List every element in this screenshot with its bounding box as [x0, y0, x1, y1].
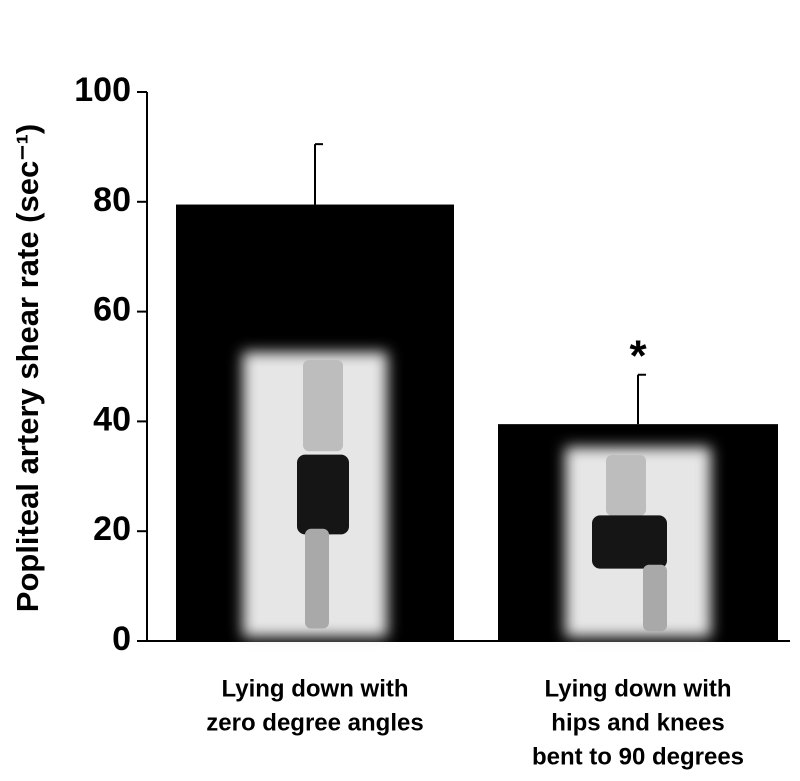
x-tick-label: bent to 90 degrees	[532, 743, 744, 770]
significance-marker: *	[629, 331, 647, 380]
y-tick-label: 80	[93, 181, 131, 219]
photo	[242, 352, 388, 637]
figure-shorts	[592, 515, 667, 569]
y-axis-label: Popliteal artery shear rate (sec⁻¹)	[10, 124, 45, 612]
y-tick-label: 0	[112, 620, 131, 658]
y-tick-label: 20	[93, 510, 131, 548]
x-tick-label: Lying down with	[544, 675, 731, 702]
photo	[565, 447, 711, 637]
y-tick-label: 100	[74, 71, 131, 109]
y-tick-label: 40	[93, 400, 131, 438]
x-tick-label: zero degree angles	[206, 709, 423, 736]
figure-shorts	[297, 454, 349, 535]
x-tick-label: hips and knees	[551, 709, 724, 736]
x-tick-label: Lying down with	[221, 675, 408, 702]
figure-legs	[643, 564, 667, 632]
figure-torso	[303, 360, 343, 452]
figure-legs	[305, 528, 329, 629]
y-tick-label: 60	[93, 291, 131, 329]
figure-torso	[606, 455, 646, 516]
